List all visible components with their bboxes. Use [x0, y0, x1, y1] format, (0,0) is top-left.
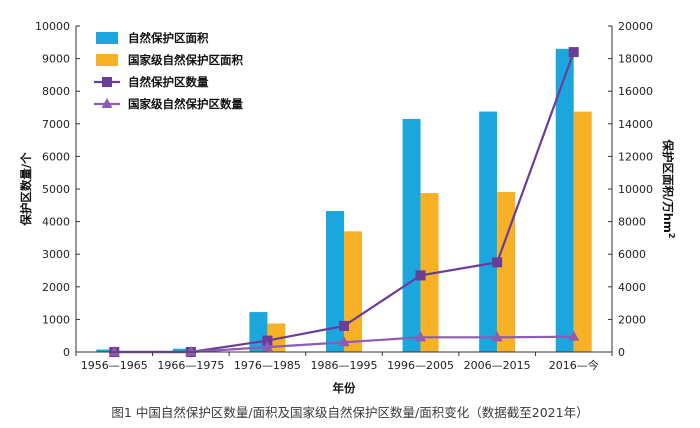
- triangle-point: [415, 331, 427, 342]
- y-right-tick-label: 14000: [618, 118, 653, 131]
- line-group: [108, 47, 580, 357]
- chart: 0 1000 2000 3000 4000 5000 6000 7000 8000 9000 100…: [19, 20, 676, 395]
- y-axis-right-title: 保护区面积/万hm2: [661, 139, 676, 239]
- y-left-tick-label: 7000: [42, 118, 70, 131]
- legend-swatch: [96, 54, 118, 66]
- legend-triangle-marker: [101, 98, 113, 108]
- bar: [172, 348, 191, 352]
- y-right-tick-label: 2000: [618, 313, 646, 326]
- x-axis-title: 年份: [333, 381, 356, 395]
- bar: [479, 111, 498, 352]
- y-right-tick-label: 18000: [618, 53, 653, 66]
- y-left-tick-label: 2000: [42, 281, 70, 294]
- y-right-tick-label: 20000: [618, 20, 653, 33]
- bar: [555, 48, 574, 352]
- legend-label: 自然保护区数量: [128, 75, 209, 89]
- triangle-point: [108, 346, 120, 356]
- x-tick-label: 1976—1985: [234, 359, 301, 372]
- y-left-tick-label: 8000: [42, 85, 70, 98]
- tick-labels: 0 1000 2000 3000 4000 5000 6000 7000 8000 9000 100…: [35, 20, 653, 372]
- triangle-point: [491, 331, 503, 342]
- x-tick-label: 2016—今: [549, 358, 599, 372]
- y-axis-right-title-text: 保护区面积/万hm: [661, 139, 675, 233]
- triangle-point: [338, 336, 350, 347]
- square-point: [415, 270, 426, 281]
- x-tick-label: 1966—1975: [157, 359, 224, 372]
- bar: [96, 349, 115, 352]
- y-left-tick-label: 1000: [42, 313, 70, 326]
- y-left-tick-label: 6000: [42, 150, 70, 163]
- y-right-tick-label: 10000: [618, 183, 653, 196]
- axes: [75, 25, 613, 356]
- y-axis-left-title: 保护区数量/个: [19, 152, 33, 227]
- square-point: [339, 320, 349, 331]
- y-left-tick-label: 4000: [42, 216, 70, 229]
- x-tick-label: 1996—2005: [387, 359, 454, 372]
- legend-square-marker: [102, 77, 112, 87]
- y-right-tick-label: 6000: [618, 248, 646, 261]
- legend-label: 国家级自然保护区面积: [128, 53, 243, 67]
- bar: [249, 312, 268, 352]
- y-right-tick-label: 16000: [618, 85, 653, 98]
- triangle-point: [185, 346, 197, 356]
- square-point: [568, 47, 579, 58]
- x-tick-label: 1986—1995: [311, 359, 378, 372]
- y-axis-right-title-sup: 2: [667, 233, 676, 239]
- y-right-tick-label: 12000: [618, 150, 653, 163]
- legend-swatch: [96, 32, 118, 44]
- bar: [497, 191, 516, 352]
- y-left-tick-label: 9000: [42, 53, 70, 66]
- y-left-tick-label: 10000: [35, 20, 70, 33]
- x-tick-label: 1956—1965: [81, 359, 148, 372]
- bar: [402, 118, 421, 352]
- square-point: [262, 335, 273, 346]
- bar: [344, 231, 362, 352]
- bar: [420, 193, 439, 352]
- y-right-tick-label: 8000: [618, 216, 646, 229]
- square-point: [492, 257, 503, 268]
- y-right-tick-label: 4000: [618, 281, 646, 294]
- legend-label: 自然保护区面积: [128, 31, 209, 45]
- y-left-tick-label: 5000: [42, 183, 70, 196]
- triangle-point: [261, 341, 273, 352]
- y-left-tick-label: 0: [63, 346, 70, 359]
- y-right-tick-label: 0: [618, 346, 625, 359]
- figure-caption: 图1 中国自然保护区数量/面积及国家级自然保护区数量/面积变化（数据截至2021…: [111, 405, 589, 420]
- y-left-tick-label: 3000: [42, 248, 70, 261]
- bar: [573, 111, 592, 352]
- triangle-point: [568, 330, 580, 341]
- legend-label: 国家级自然保护区数量: [128, 97, 243, 111]
- bar-group: [96, 48, 592, 352]
- bar: [326, 211, 344, 352]
- x-tick-label: 2006—2015: [464, 359, 531, 372]
